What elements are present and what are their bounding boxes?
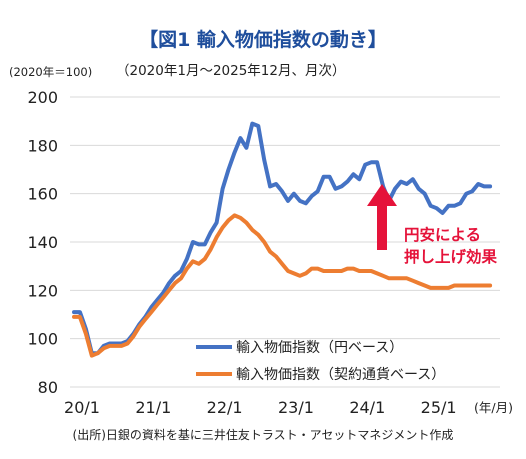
y-tick-label: 180 xyxy=(27,136,58,155)
series-lines xyxy=(72,121,493,358)
y-tick-label: 140 xyxy=(27,233,58,252)
y-tick-label: 200 xyxy=(27,88,58,107)
annotation-line-2: 押し上げ効果 xyxy=(404,247,498,266)
annotation: 円安による 押し上げ効果 xyxy=(367,184,498,266)
chart-title: 【図1 輸入物価指数の動き】 xyxy=(139,28,387,51)
x-axis-unit: (年/月) xyxy=(474,400,513,415)
y-tick-label: 100 xyxy=(27,330,58,349)
x-tick-label: 22/1 xyxy=(207,398,243,417)
x-tick-label: 20/1 xyxy=(64,398,100,417)
x-tick-label: 23/1 xyxy=(278,398,314,417)
x-tick-label: 25/1 xyxy=(421,398,457,417)
x-tick-label: 21/1 xyxy=(135,398,171,417)
y-tick-label: 80 xyxy=(38,378,58,397)
y-axis-ticks: 80 100 120 140 160 180 200 xyxy=(27,88,58,397)
x-tick-label: 24/1 xyxy=(349,398,385,417)
legend: 輸入物価指数（円ベース） 輸入物価指数（契約通貨ベース） xyxy=(196,340,445,383)
y-tick-label: 120 xyxy=(27,281,58,300)
series-line-contract xyxy=(72,213,493,358)
legend-label-contract: 輸入物価指数（契約通貨ベース） xyxy=(236,366,445,383)
y-tick-label: 160 xyxy=(27,185,58,204)
legend-label-yen: 輸入物価指数（円ベース） xyxy=(236,340,403,356)
y-axis-unit: (2020年＝100) xyxy=(9,65,92,79)
annotation-line-1: 円安による xyxy=(404,225,481,244)
up-arrow-icon xyxy=(367,184,397,250)
chart-subtitle: （2020年1月～2025年12月、月次） xyxy=(116,63,345,79)
x-axis-ticks: 20/1 21/1 22/1 23/1 24/1 25/1 xyxy=(64,398,457,417)
source-note: (出所)日銀の資料を基に三井住友トラスト・アセットマネジメント作成 xyxy=(73,428,454,442)
